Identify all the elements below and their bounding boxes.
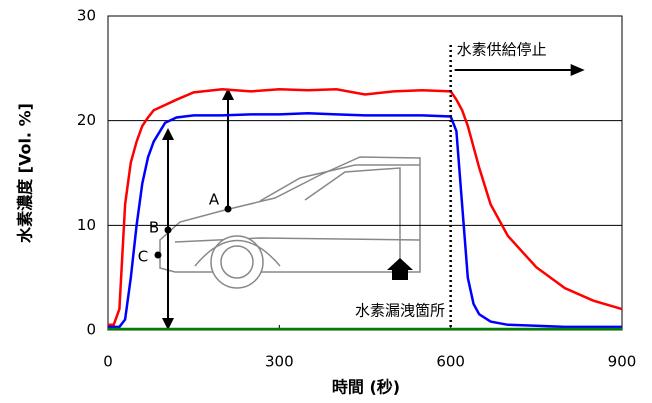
chart: 01020300300600900水素供給停止ABC 水素漏洩箇所 時間 (秒)… <box>0 0 652 403</box>
y-tick-label: 10 <box>77 216 96 234</box>
car-illustration <box>160 157 420 288</box>
y-tick-label: 30 <box>77 7 96 25</box>
stop-arrow-head <box>571 64 585 76</box>
x-tick-label: 600 <box>436 353 465 371</box>
x-tick-label: 900 <box>608 353 637 371</box>
point-label: A <box>209 191 220 209</box>
y-tick-label: 0 <box>86 321 96 339</box>
x-axis-label: 時間 (秒) <box>332 378 400 397</box>
point-label: B <box>149 219 159 237</box>
x-tick-label: 300 <box>265 353 294 371</box>
stop-label: 水素供給停止 <box>457 41 547 59</box>
y-tick-label: 20 <box>77 111 96 129</box>
x-tick-label: 0 <box>103 353 113 371</box>
y-axis-label: 水素濃度 [Vol. %] <box>16 103 35 243</box>
leak-label: 水素漏洩箇所 <box>355 302 445 320</box>
point-label: C <box>138 248 148 266</box>
